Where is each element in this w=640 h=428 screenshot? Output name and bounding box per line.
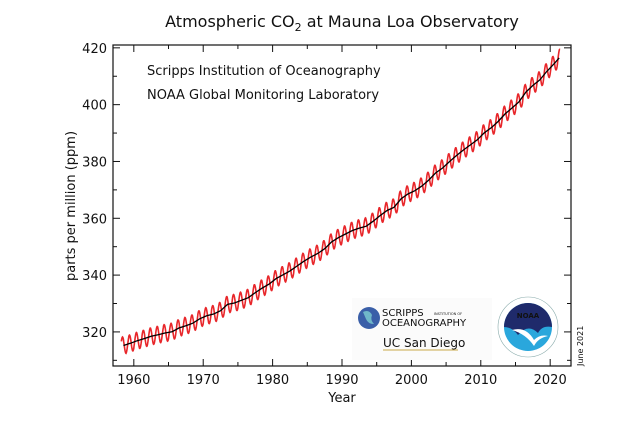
svg-text:NOAA: NOAA xyxy=(517,312,540,320)
monthly-co2-line xyxy=(120,48,561,355)
x-tick-label: 1960 xyxy=(117,373,150,388)
annotation-noaa: NOAA Global Monitoring Laboratory xyxy=(147,88,379,103)
svg-text:OCEANOGRAPHY: OCEANOGRAPHY xyxy=(382,318,467,329)
svg-text:INSTITUTION OF: INSTITUTION OF xyxy=(434,312,462,316)
x-tick-label: 1970 xyxy=(187,373,220,388)
axis-ticks: 1960 1970 1980 1990 2000 2010 2020 320 340 360 380… xyxy=(82,42,571,388)
chart-title: Atmospheric CO2 at Mauna Loa Observatory xyxy=(165,12,519,34)
x-tick-label: 2010 xyxy=(464,373,497,388)
x-axis-label: Year xyxy=(327,391,356,406)
trend-co2-line xyxy=(123,57,560,347)
y-axis-label: parts per million (ppm) xyxy=(64,131,79,281)
x-tick-label: 1980 xyxy=(256,373,289,388)
svg-text:UC San Diego: UC San Diego xyxy=(383,336,465,350)
x-tick-label: 1990 xyxy=(325,373,358,388)
noaa-logo: NOAA xyxy=(497,296,559,358)
svg-text:SCRIPPS: SCRIPPS xyxy=(382,308,424,319)
y-tick-label: 380 xyxy=(82,155,107,170)
annotation-scripps: Scripps Institution of Oceanography xyxy=(147,64,381,79)
series-group xyxy=(120,48,561,355)
y-tick-label: 320 xyxy=(82,326,107,341)
y-tick-label: 420 xyxy=(82,42,107,57)
x-tick-label: 2000 xyxy=(395,373,428,388)
scripps-logo: SCRIPPS INSTITUTION OF OCEANOGRAPHY UC S… xyxy=(352,298,492,360)
y-tick-label: 400 xyxy=(82,99,107,114)
plot-frame xyxy=(112,44,572,367)
y-tick-label: 360 xyxy=(82,212,107,227)
x-tick-label: 2020 xyxy=(534,373,567,388)
y-tick-label: 340 xyxy=(82,269,107,284)
date-note: June 2021 xyxy=(576,326,585,367)
